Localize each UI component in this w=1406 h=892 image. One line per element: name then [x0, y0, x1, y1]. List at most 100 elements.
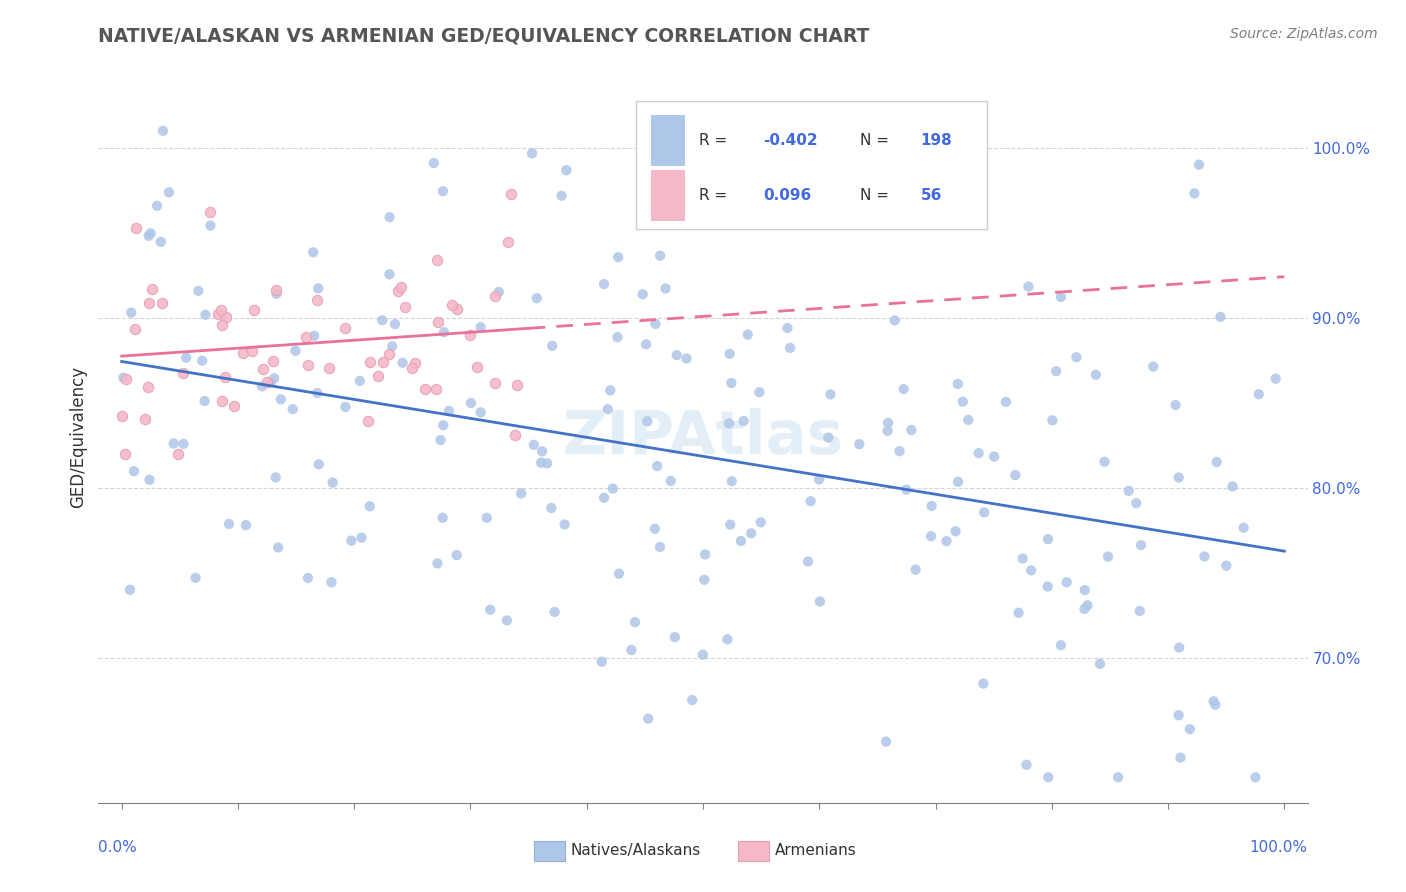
- Point: [877, 416, 900, 430]
- Point: [893, 382, 915, 396]
- Point: [1194, 549, 1216, 564]
- Text: R =: R =: [699, 133, 733, 148]
- Point: [111, 409, 134, 424]
- Point: [281, 402, 304, 417]
- Point: [624, 615, 647, 630]
- Point: [384, 317, 406, 331]
- Point: [264, 283, 287, 297]
- Point: [359, 500, 381, 514]
- Point: [122, 464, 145, 478]
- Point: [540, 501, 562, 516]
- Point: [800, 494, 823, 508]
- Point: [1202, 694, 1225, 708]
- Point: [1007, 606, 1029, 620]
- Point: [1205, 455, 1227, 469]
- Point: [1215, 558, 1237, 573]
- Point: [543, 605, 565, 619]
- Point: [470, 320, 492, 334]
- Point: [433, 325, 456, 339]
- Point: [218, 516, 240, 531]
- Point: [1056, 575, 1078, 590]
- Point: [215, 310, 238, 325]
- Point: [357, 414, 380, 428]
- Point: [740, 526, 762, 541]
- Point: [1045, 364, 1067, 378]
- Point: [141, 283, 163, 297]
- Point: [124, 321, 146, 335]
- Point: [1017, 279, 1039, 293]
- Point: [114, 372, 136, 386]
- Point: [405, 356, 427, 370]
- Point: [664, 630, 686, 644]
- Point: [620, 643, 643, 657]
- Point: [120, 305, 142, 319]
- Bar: [651, 170, 685, 221]
- Point: [371, 313, 394, 327]
- Point: [555, 163, 578, 178]
- Point: [194, 394, 217, 409]
- Point: [446, 301, 468, 316]
- Point: [389, 280, 412, 294]
- Point: [200, 205, 222, 219]
- Point: [848, 437, 870, 451]
- Point: [889, 444, 911, 458]
- Point: [536, 456, 558, 470]
- Point: [270, 392, 292, 407]
- Point: [187, 284, 209, 298]
- Point: [957, 413, 980, 427]
- Text: 100.0%: 100.0%: [1250, 840, 1308, 855]
- Point: [191, 353, 214, 368]
- Point: [359, 355, 381, 369]
- Point: [1209, 310, 1232, 324]
- Point: [139, 227, 162, 241]
- Point: [297, 358, 319, 372]
- Point: [692, 648, 714, 662]
- Point: [681, 693, 703, 707]
- Point: [1204, 698, 1226, 712]
- Text: -0.402: -0.402: [763, 133, 818, 148]
- Point: [174, 351, 197, 365]
- Point: [718, 347, 741, 361]
- Point: [748, 385, 770, 400]
- Point: [1188, 158, 1211, 172]
- Point: [900, 423, 922, 437]
- Point: [737, 327, 759, 342]
- Point: [779, 341, 801, 355]
- Point: [488, 285, 510, 299]
- Point: [1040, 413, 1063, 427]
- Point: [350, 531, 373, 545]
- Point: [523, 438, 546, 452]
- Text: 198: 198: [921, 133, 952, 148]
- Point: [496, 235, 519, 249]
- Point: [425, 382, 447, 396]
- Point: [441, 298, 464, 312]
- Point: [426, 557, 449, 571]
- Text: N =: N =: [860, 188, 894, 203]
- Point: [1164, 398, 1187, 412]
- Point: [896, 483, 918, 497]
- Point: [260, 376, 283, 390]
- Point: [1050, 290, 1073, 304]
- Point: [1107, 770, 1129, 784]
- Point: [1015, 757, 1038, 772]
- Point: [983, 450, 1005, 464]
- Point: [484, 376, 506, 390]
- Point: [510, 486, 533, 500]
- Point: [232, 345, 254, 359]
- Point: [875, 734, 897, 748]
- Point: [808, 594, 831, 608]
- Point: [256, 375, 278, 389]
- Point: [599, 384, 621, 398]
- Point: [820, 387, 842, 401]
- Point: [644, 522, 666, 536]
- Point: [530, 456, 553, 470]
- Text: 0.096: 0.096: [763, 188, 811, 203]
- Point: [659, 474, 682, 488]
- Point: [297, 571, 319, 585]
- Point: [531, 444, 554, 458]
- Text: Source: ZipAtlas.com: Source: ZipAtlas.com: [1230, 27, 1378, 41]
- Point: [1222, 479, 1244, 493]
- Point: [163, 436, 186, 450]
- Point: [1019, 563, 1042, 577]
- Point: [1050, 638, 1073, 652]
